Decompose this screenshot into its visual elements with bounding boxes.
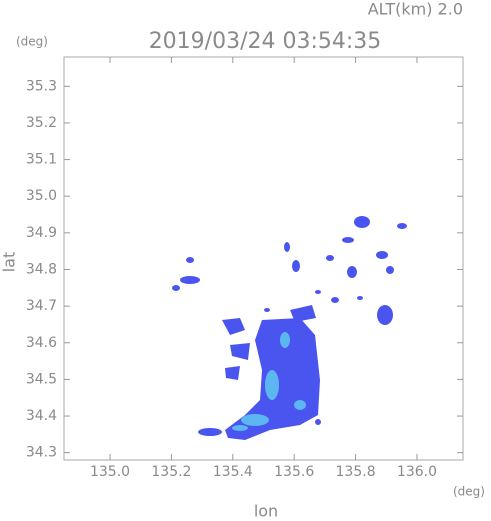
y-unit: (deg) xyxy=(16,35,48,49)
x-axis-label: lon xyxy=(254,502,278,521)
y-tick-label: 35.0 xyxy=(26,188,57,204)
x-unit: (deg) xyxy=(453,485,485,499)
x-tick-label: 135.4 xyxy=(213,464,253,480)
y-tick-label: 34.7 xyxy=(26,298,57,314)
radar-echoes-strong xyxy=(232,332,306,431)
y-tick-label: 35.3 xyxy=(26,78,57,94)
y-tick-label: 34.4 xyxy=(26,408,57,424)
radar-echoes xyxy=(172,216,407,440)
y-tick-label: 34.9 xyxy=(26,225,57,241)
x-tick-label: 135.0 xyxy=(90,464,130,480)
y-tick-label: 34.6 xyxy=(26,335,57,351)
plot-frame xyxy=(63,56,464,461)
x-tick-label: 136.0 xyxy=(397,464,437,480)
y-axis-label: lat xyxy=(0,252,19,273)
y-tick-label: 35.2 xyxy=(26,115,57,131)
x-tick-label: 135.6 xyxy=(274,464,314,480)
x-tick-label: 135.8 xyxy=(336,464,376,480)
y-tick-label: 34.3 xyxy=(26,445,57,461)
y-tick-label: 35.1 xyxy=(26,152,57,168)
chart-title: 2019/03/24 03:54:35 xyxy=(149,29,382,54)
y-tick-label: 34.5 xyxy=(26,371,57,387)
x-tick-label: 135.2 xyxy=(151,464,191,480)
altitude-label: ALT(km) 2.0 xyxy=(368,0,463,19)
y-tick-label: 34.8 xyxy=(26,261,57,277)
